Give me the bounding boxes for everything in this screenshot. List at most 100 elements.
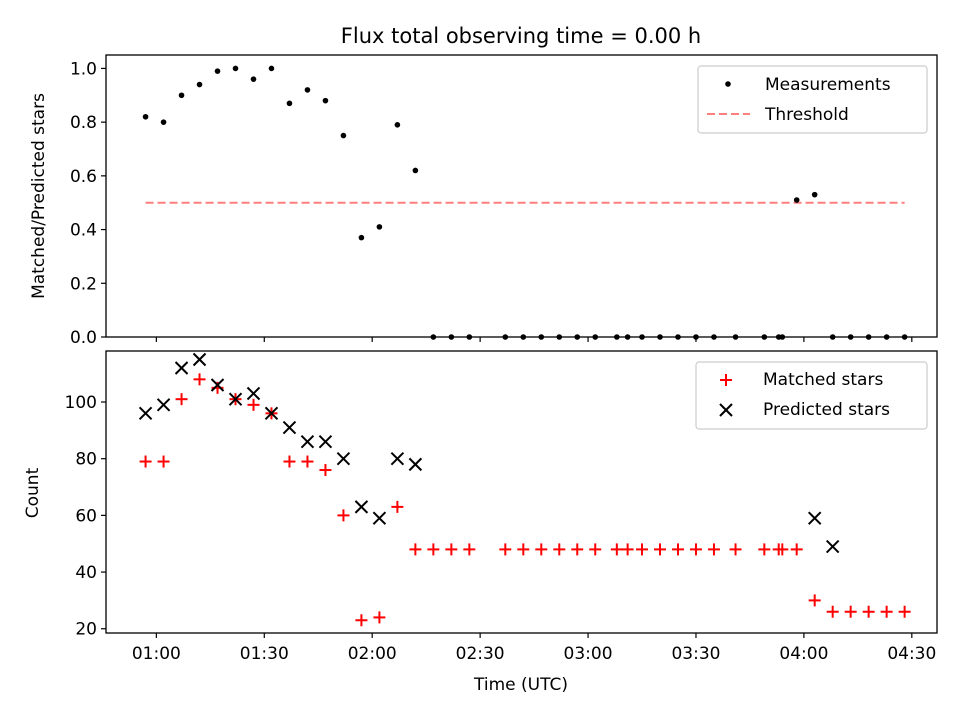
bottom-y-tick: 80: [75, 450, 106, 470]
matched-star-point: [391, 500, 404, 513]
bottom-x-tick-label: 02:00: [348, 644, 397, 664]
predicted-star-point: [825, 539, 840, 554]
measurement-point: [761, 334, 768, 340]
measurement-point: [502, 334, 509, 340]
measurement-point: [340, 132, 347, 139]
matched-star-point: [758, 543, 771, 556]
matched-star-point: [175, 393, 188, 406]
measurement-point: [865, 334, 872, 340]
measurement-point: [520, 334, 527, 340]
top-y-tick-label: 0.2: [70, 274, 97, 294]
measurement-point: [412, 167, 419, 174]
matched-star-point: [139, 455, 152, 468]
matched-star-point: [409, 543, 422, 556]
top-y-tick: 0.0: [70, 328, 106, 348]
measurement-point: [160, 119, 167, 125]
matched-star-point: [499, 543, 512, 556]
bottom-plot-area: [138, 352, 911, 627]
predicted-star-point: [192, 352, 207, 367]
bottom-y-tick-label: 100: [65, 393, 97, 413]
matched-star-point: [862, 605, 875, 618]
predicted-star-point: [174, 361, 189, 375]
matched-star-point: [535, 543, 548, 556]
measurement-point: [358, 234, 365, 241]
predicted-star-point: [300, 434, 315, 449]
top-plot-area: [142, 65, 908, 340]
top-x-ticks: [155, 337, 913, 342]
top-panel: 0.0 0.2 0.4 0.6 0.8 1.0 Matched/Predicted sta…: [29, 54, 938, 348]
bottom-x-tick-label: 01:00: [132, 644, 181, 664]
top-y-tick-label: 0.4: [70, 221, 97, 241]
bottom-y-tick-label: 80: [75, 450, 97, 470]
measurement-point: [214, 68, 221, 74]
bottom-y-tick: 100: [65, 393, 106, 413]
measurement-point: [394, 122, 401, 128]
matched-star-point: [355, 614, 368, 627]
matched-star-point: [247, 398, 260, 411]
bottom-x-tick: 04:30: [887, 633, 936, 664]
matched-star-point: [373, 611, 386, 624]
bottom-x-tick-label: 04:30: [887, 644, 936, 664]
matched-star-point: [880, 605, 893, 618]
bottom-legend: Matched stars Predicted stars: [695, 361, 928, 430]
bottom-y-ticks: 20 40 60 80 100: [65, 393, 106, 640]
measurement-point: [639, 334, 645, 340]
measurement-point: [322, 97, 329, 104]
measurement-point: [711, 334, 717, 340]
legend-predicted-label: Predicted stars: [763, 400, 890, 420]
matched-star-point: [553, 543, 566, 556]
top-y-axis-label: Matched/Predicted stars: [29, 93, 49, 299]
bottom-x-tick-label: 04:00: [779, 644, 828, 664]
measurement-point: [142, 113, 149, 120]
measurement-point: [657, 334, 663, 340]
top-y-tick: 0.2: [70, 274, 106, 294]
matched-star-point: [157, 455, 170, 468]
matched-star-point: [571, 543, 584, 556]
predicted-star-point: [807, 511, 822, 525]
bottom-panel: 20 40 60 80 100 01:00 01:30 02:00 02:30 03:00 03:…: [23, 350, 938, 695]
measurement-point: [779, 334, 786, 340]
predicted-star-point: [228, 392, 243, 406]
matched-star-point: [707, 543, 720, 556]
matched-star-point: [898, 605, 911, 618]
measurement-point: [675, 334, 681, 340]
predicted-star-point: [408, 457, 423, 472]
predicted-star-point: [246, 386, 261, 401]
measurement-point: [232, 65, 239, 72]
predicted-star-point: [354, 500, 369, 514]
measurement-point: [592, 334, 599, 340]
top-y-tick: 0.6: [70, 167, 106, 187]
chart-title: Flux total observing time = 0.00 h: [341, 24, 701, 48]
bottom-x-tick: 04:00: [779, 633, 828, 664]
bottom-legend-box: [695, 361, 928, 430]
measurement-point: [693, 334, 699, 340]
bottom-x-tick: 02:30: [456, 633, 505, 664]
top-y-tick: 0.8: [70, 113, 106, 133]
matched-star-point: [844, 605, 857, 618]
predicted-star-point: [210, 378, 225, 392]
measurement-point: [624, 334, 631, 340]
measurement-point: [829, 334, 836, 340]
predicted-star-point: [390, 451, 405, 466]
matched-star-point: [776, 543, 789, 556]
x-axis-label: Time (UTC): [473, 675, 568, 695]
top-y-tick: 1.0: [70, 59, 106, 79]
measurement-point: [196, 81, 203, 88]
legend-measurements-marker: [725, 81, 731, 87]
matched-star-point: [427, 543, 440, 556]
predicted-star-point: [282, 420, 297, 435]
measurement-point: [178, 92, 185, 99]
measurement-point: [574, 334, 581, 340]
bottom-x-tick: 02:00: [348, 633, 397, 664]
measurement-point: [732, 334, 739, 340]
predicted-star-point: [372, 511, 387, 525]
legend-matched-marker: [720, 374, 732, 386]
measurement-point: [448, 334, 455, 340]
bottom-y-tick-label: 60: [75, 506, 97, 526]
top-y-tick: 0.4: [70, 221, 106, 241]
measurement-point: [901, 334, 908, 340]
top-y-ticks: 0.0 0.2 0.4 0.6 0.8 1.0: [70, 59, 106, 348]
matched-star-point: [517, 543, 530, 556]
matched-star-point: [445, 543, 458, 556]
legend-predicted-marker: [719, 403, 733, 417]
